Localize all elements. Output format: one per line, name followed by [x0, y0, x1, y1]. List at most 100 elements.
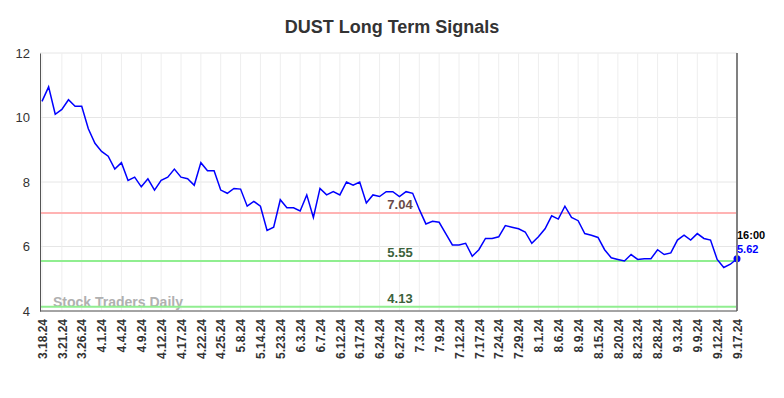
x-tick-label: 8.28.24	[651, 319, 665, 359]
x-tick: 4.4.24	[115, 311, 129, 352]
grid-line-y	[40, 311, 737, 312]
grid-line-x	[181, 53, 182, 311]
x-tick: 9.3.24	[671, 311, 685, 352]
x-tick: 7.12.24	[453, 311, 467, 359]
x-tick-label: 4.25.24	[214, 319, 228, 359]
x-tick-label: 8.20.24	[612, 319, 626, 359]
grid-line-x	[657, 53, 658, 311]
x-tick-label: 7.9.24	[433, 319, 447, 353]
x-tick-label: 4.4.24	[115, 319, 129, 353]
title: DUST Long Term Signals	[285, 17, 500, 37]
x-tick-label: 6.3.24	[294, 319, 308, 353]
chart: DUST Long Term SignalsStock Traders Dail…	[0, 0, 784, 398]
x-axis: 3.18.243.21.243.26.244.1.244.4.244.9.244…	[36, 311, 745, 359]
x-tick: 8.20.24	[612, 311, 626, 359]
x-tick-label: 4.1.24	[95, 319, 109, 353]
grid-line-x	[101, 53, 102, 311]
x-tick-label: 8.9.24	[572, 319, 586, 353]
grid-line-x	[677, 53, 678, 311]
x-tick-label: 4.12.24	[155, 319, 169, 359]
reference-label: 5.55	[387, 245, 412, 260]
x-tick-label: 5.14.24	[254, 319, 268, 359]
y-tick: 12	[16, 46, 40, 61]
x-tick-label: 8.6.24	[552, 319, 566, 353]
x-tick-label: 3.26.24	[75, 319, 89, 359]
x-tick: 4.25.24	[214, 311, 228, 359]
x-tick: 7.9.24	[433, 311, 447, 352]
y-tick-label: 8	[23, 175, 30, 190]
grid-line-x	[399, 53, 400, 311]
x-tick-label: 7.24.24	[492, 319, 506, 359]
grid-line-x	[260, 53, 261, 311]
x-tick: 6.7.24	[314, 311, 328, 352]
x-tick-label: 8.15.24	[592, 319, 606, 359]
grid-line-x	[478, 53, 479, 311]
grid-line-x	[518, 53, 519, 311]
x-tick: 9.9.24	[691, 311, 705, 352]
grid-line-y	[40, 53, 737, 54]
x-tick: 4.9.24	[135, 311, 149, 352]
x-tick: 6.3.24	[294, 311, 308, 352]
x-axis-line	[40, 311, 737, 312]
x-tick-label: 6.27.24	[393, 319, 407, 359]
x-tick: 8.15.24	[592, 311, 606, 359]
y-tick: 8	[23, 175, 40, 190]
x-tick: 9.12.24	[711, 311, 725, 359]
grid-line-x	[200, 53, 201, 311]
x-tick-label: 7.3.24	[413, 319, 427, 353]
x-tick-label: 9.9.24	[691, 319, 705, 353]
data-label: 5.62	[737, 243, 758, 255]
x-tick-label: 6.24.24	[373, 319, 387, 359]
x-tick-label: 7.29.24	[512, 319, 526, 359]
grid-line-x	[141, 53, 142, 311]
x-tick: 6.17.24	[353, 311, 367, 359]
grid-line-x	[578, 53, 579, 311]
grid-line-x	[280, 53, 281, 311]
grid-line-x	[61, 53, 62, 311]
x-tick: 8.1.24	[532, 311, 546, 352]
x-tick: 5.23.24	[274, 311, 288, 359]
grid-line-x	[339, 53, 340, 311]
x-tick-label: 9.12.24	[711, 319, 725, 359]
x-tick-label: 7.12.24	[453, 319, 467, 359]
x-tick-label: 5.23.24	[274, 319, 288, 359]
x-tick: 3.26.24	[75, 311, 89, 359]
grid-line-x	[439, 53, 440, 311]
y-tick-label: 12	[16, 46, 30, 61]
grid-line-x	[637, 53, 638, 311]
x-tick: 6.27.24	[393, 311, 407, 359]
x-tick: 7.24.24	[492, 311, 506, 359]
x-tick: 4.17.24	[175, 311, 189, 359]
grid-line-x	[498, 53, 499, 311]
grid-line-x	[300, 53, 301, 311]
reference-line	[40, 212, 737, 214]
x-tick: 5.14.24	[254, 311, 268, 359]
x-tick: 8.28.24	[651, 311, 665, 359]
y-tick-label: 6	[23, 239, 30, 254]
x-tick: 8.23.24	[631, 311, 645, 359]
x-tick: 5.8.24	[234, 311, 248, 352]
x-tick-label: 6.17.24	[353, 319, 367, 359]
x-tick: 6.12.24	[334, 311, 348, 359]
x-tick-label: 5.8.24	[234, 319, 248, 353]
x-tick-label: 8.1.24	[532, 319, 546, 353]
annotation: 16:00	[737, 229, 765, 241]
grid-line-x	[320, 53, 321, 311]
x-tick-label: 7.17.24	[473, 319, 487, 359]
grid-line-x	[697, 53, 698, 311]
grid-line-x	[459, 53, 460, 311]
x-tick-label: 6.12.24	[334, 319, 348, 359]
y-tick: 4	[23, 304, 40, 319]
x-tick-label: 9.17.24	[731, 319, 745, 359]
grid-line-x	[419, 53, 420, 311]
grid-line-x	[42, 53, 43, 311]
grid-line-x	[121, 53, 122, 311]
x-tick-label: 6.7.24	[314, 319, 328, 353]
y-tick-label: 4	[23, 304, 30, 319]
grid-line-x	[538, 53, 539, 311]
frame-right	[736, 53, 738, 311]
reference-line	[40, 260, 737, 262]
reference-line	[40, 306, 737, 308]
x-tick: 3.21.24	[56, 311, 70, 359]
grid-line-x	[81, 53, 82, 311]
